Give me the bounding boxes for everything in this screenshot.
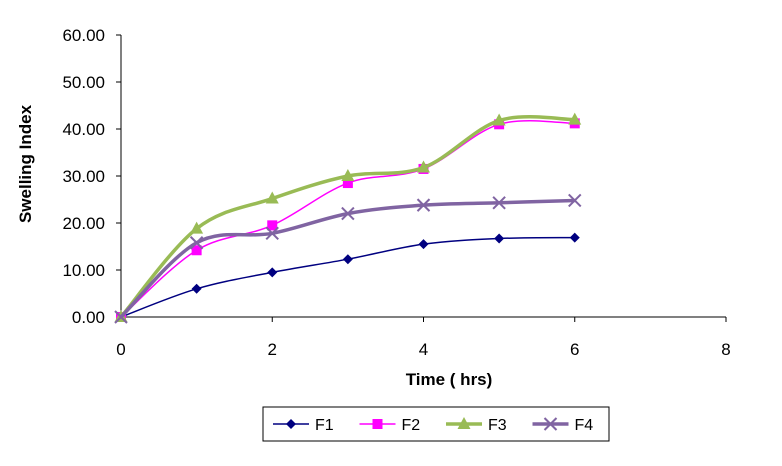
legend-item-f1: F1 <box>273 417 334 434</box>
data-point <box>417 160 430 173</box>
legend-item-f3: F3 <box>446 417 507 434</box>
legend-label: F4 <box>575 417 594 434</box>
legend-label: F1 <box>315 417 334 434</box>
data-point <box>492 196 506 210</box>
legend-marker <box>286 419 296 429</box>
y-tick-label: 40.00 <box>62 120 105 139</box>
y-tick-label: 10.00 <box>62 261 105 280</box>
x-tick-label: 8 <box>721 340 730 359</box>
series-f2 <box>116 118 580 322</box>
legend-marker <box>457 417 471 429</box>
y-axis-ticks: 0.00 10.00 20.00 30.00 40.00 50.00 60.00 <box>62 26 121 327</box>
data-point <box>568 193 582 208</box>
data-point <box>265 226 279 241</box>
legend-item-f2: F2 <box>359 417 421 434</box>
data-point <box>265 191 279 204</box>
data-point <box>492 113 506 126</box>
data-point <box>189 236 204 250</box>
data-point <box>114 310 128 324</box>
data-point <box>191 283 202 294</box>
y-tick-label: 20.00 <box>62 214 105 233</box>
legend-item-f4: F4 <box>532 417 594 434</box>
x-tick-label: 4 <box>419 340 428 359</box>
legend-label: F2 <box>402 417 421 434</box>
y-tick-label: 0.00 <box>72 308 105 327</box>
legend-label: F3 <box>488 417 507 434</box>
data-point <box>418 239 429 250</box>
series-f4 <box>114 193 582 324</box>
data-point <box>342 254 353 265</box>
y-axis-title: Swelling Index <box>16 104 35 223</box>
x-tick-label: 6 <box>570 340 579 359</box>
y-tick-label: 30.00 <box>62 167 105 186</box>
data-point <box>569 232 580 243</box>
data-point <box>267 220 278 231</box>
data-point <box>416 198 431 212</box>
y-tick-label: 60.00 <box>62 26 105 45</box>
data-point <box>267 267 278 278</box>
legend-marker <box>372 419 383 429</box>
series-line <box>120 119 575 318</box>
legend: F1 F2 F3 F4 <box>262 406 610 442</box>
series-f3 <box>114 112 582 322</box>
series-line <box>119 115 575 319</box>
x-axis-title: Time ( hrs) <box>406 370 493 389</box>
data-point <box>342 178 353 189</box>
x-axis-ticks: 0 2 4 6 8 <box>116 317 731 359</box>
x-tick-label: 2 <box>268 340 277 359</box>
chart-axes <box>120 35 726 318</box>
y-tick-label: 50.00 <box>62 73 105 92</box>
data-point <box>494 233 505 244</box>
data-point <box>191 245 202 256</box>
legend-marker <box>543 417 558 431</box>
x-tick-label: 0 <box>116 340 125 359</box>
data-point <box>190 221 204 234</box>
data-point <box>568 112 582 125</box>
data-point <box>341 206 355 221</box>
data-point <box>341 169 355 181</box>
series-layer <box>114 112 582 324</box>
series-f1 <box>116 232 580 322</box>
